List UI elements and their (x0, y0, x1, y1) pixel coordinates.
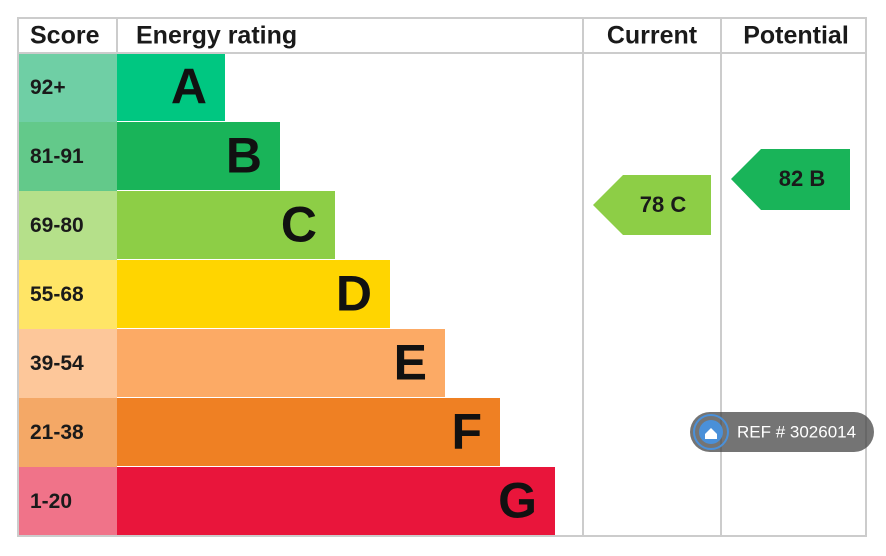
score-cell (18, 122, 117, 191)
score-label: 69-80 (30, 214, 84, 237)
rating-letter: A (171, 59, 207, 115)
home-icon (705, 428, 717, 439)
rating-bar (117, 53, 225, 121)
rating-letter: E (394, 335, 427, 391)
score-cell (18, 398, 117, 467)
header-energy-rating: Energy rating (136, 22, 297, 50)
header-current: Current (607, 22, 698, 50)
score-label: 81-91 (30, 145, 84, 168)
rating-letter: B (226, 128, 262, 184)
rating-letter: G (498, 473, 537, 529)
score-cell (18, 191, 117, 260)
rating-letter: D (336, 266, 372, 322)
current-arrow (593, 175, 711, 235)
watermark-text: REF # 3026014 (737, 422, 856, 441)
rating-letter: C (281, 197, 317, 253)
rating-bar (117, 398, 500, 466)
rating-bar (117, 191, 335, 259)
rating-bar (117, 260, 390, 328)
watermark-icon-ring (693, 414, 729, 450)
score-cell (18, 467, 117, 536)
score-cell (18, 329, 117, 398)
score-label: 1-20 (30, 490, 72, 513)
rating-bar (117, 122, 280, 190)
potential-label: 82 B (779, 166, 825, 191)
score-label: 39-54 (30, 352, 84, 375)
rating-rows: 92+ A 81-91 B 69-80 C 55-68 D 39-54 E 21-38 F 1-20 G (18, 53, 555, 536)
rating-bar (117, 467, 555, 535)
score-label: 55-68 (30, 283, 84, 306)
score-label: 92+ (30, 76, 66, 99)
header-score: Score (30, 22, 100, 50)
score-cell (18, 53, 117, 122)
watermark: REF # 3026014 (690, 412, 874, 452)
potential-arrow (731, 149, 850, 210)
score-cell (18, 260, 117, 329)
header-potential: Potential (743, 22, 849, 50)
score-label: 21-38 (30, 421, 84, 444)
rating-bar (117, 329, 445, 397)
watermark-pill (690, 412, 874, 452)
current-label: 78 C (640, 192, 687, 217)
border (17, 17, 867, 537)
rating-letter: F (451, 404, 482, 460)
